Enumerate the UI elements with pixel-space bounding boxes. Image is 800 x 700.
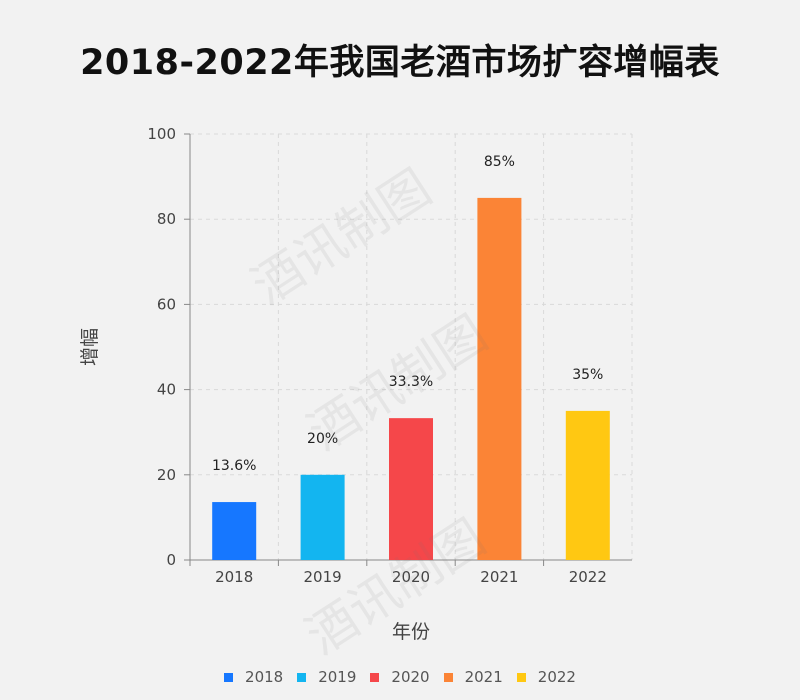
legend-item-2021: 2021: [443, 668, 503, 686]
bar-2018: [212, 502, 257, 560]
bar-2020: [389, 418, 433, 560]
data-label-2019: 20%: [307, 431, 338, 447]
legend-swatch: [370, 672, 380, 682]
y-tick-label: 40: [157, 381, 176, 399]
data-label-2022: 35%: [572, 367, 603, 383]
legend-swatch: [443, 672, 453, 682]
chart-title: 2018-2022年我国老酒市场扩容增幅表: [80, 43, 720, 83]
legend-item-2018: 2018: [224, 668, 283, 686]
x-tick-label: 2022: [569, 568, 607, 586]
legend-label: 2018: [245, 668, 284, 686]
y-tick-label: 20: [157, 466, 176, 484]
x-tick-label: 2018: [215, 568, 253, 586]
x-tick-label: 2020: [392, 568, 430, 586]
bar-2022: [565, 410, 610, 560]
x-tick-label: 2021: [480, 568, 518, 586]
legend-swatch: [297, 672, 307, 682]
legend-swatch: [516, 672, 526, 682]
bar-2019: [300, 474, 345, 560]
y-axis-label: 增幅: [79, 328, 101, 366]
y-tick-label: 60: [157, 295, 176, 313]
legend-item-2019: 2019: [297, 668, 356, 686]
legend-label: 2020: [391, 668, 430, 686]
legend-swatch: [224, 672, 234, 682]
x-tick-label: 2019: [304, 568, 342, 586]
legend-label: 2022: [537, 668, 576, 686]
y-tick-label: 0: [166, 551, 176, 569]
bar-2021: [477, 197, 522, 560]
y-tick-label: 100: [147, 125, 176, 143]
legend-item-2020: 2020: [370, 668, 430, 686]
data-label-2018: 13.6%: [212, 458, 256, 474]
x-axis-label: 年份: [392, 621, 430, 643]
legend-label: 2019: [318, 668, 357, 686]
legend-label: 2021: [464, 668, 503, 686]
y-tick-label: 80: [157, 210, 176, 228]
chart-legend: 2018 2019 2020 2021 2022: [0, 668, 800, 686]
data-label-2020: 33.3%: [389, 374, 433, 390]
legend-item-2022: 2022: [516, 668, 576, 686]
data-label-2021: 85%: [484, 154, 515, 170]
